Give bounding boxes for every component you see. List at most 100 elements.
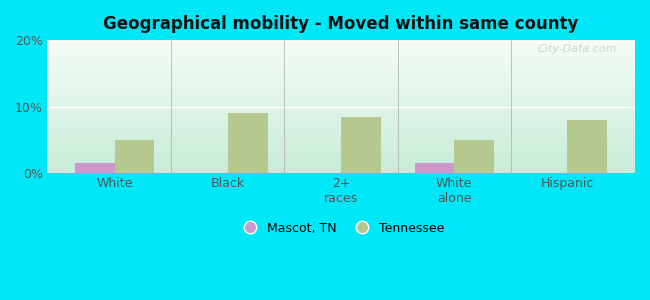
- Bar: [47, 90, 635, 91]
- Bar: [47, 129, 635, 130]
- Bar: [47, 100, 635, 101]
- Bar: [47, 93, 635, 94]
- Bar: [47, 110, 635, 111]
- Bar: [47, 108, 635, 109]
- Bar: [47, 69, 635, 70]
- Bar: [47, 169, 635, 170]
- Bar: [47, 117, 635, 118]
- Bar: [47, 51, 635, 52]
- Bar: [47, 74, 635, 75]
- Bar: [47, 101, 635, 102]
- Bar: [47, 50, 635, 51]
- Bar: [454, 140, 493, 173]
- Bar: [47, 73, 635, 74]
- Title: Geographical mobility - Moved within same county: Geographical mobility - Moved within sam…: [103, 15, 578, 33]
- Bar: [47, 105, 635, 106]
- Bar: [47, 81, 635, 82]
- Bar: [47, 109, 635, 110]
- Bar: [47, 127, 635, 128]
- Bar: [47, 106, 635, 107]
- Bar: [47, 76, 635, 77]
- Bar: [47, 40, 635, 41]
- Bar: [47, 149, 635, 150]
- Bar: [47, 66, 635, 67]
- Bar: [47, 63, 635, 64]
- Bar: [47, 88, 635, 89]
- Bar: [47, 145, 635, 146]
- Bar: [47, 165, 635, 166]
- Bar: [47, 137, 635, 138]
- Bar: [47, 98, 635, 99]
- Bar: [47, 130, 635, 131]
- Bar: [47, 113, 635, 114]
- Bar: [47, 68, 635, 69]
- Bar: [47, 132, 635, 133]
- Bar: [47, 67, 635, 68]
- Bar: [47, 97, 635, 98]
- Bar: [47, 119, 635, 120]
- Bar: [47, 75, 635, 76]
- Bar: [47, 84, 635, 85]
- Bar: [47, 91, 635, 92]
- Bar: [47, 58, 635, 59]
- Bar: [47, 148, 635, 149]
- Bar: [47, 125, 635, 126]
- Bar: [47, 133, 635, 134]
- Bar: [47, 171, 635, 172]
- Bar: [47, 147, 635, 148]
- Bar: [47, 79, 635, 80]
- Bar: [47, 85, 635, 86]
- Legend: Mascot, TN, Tennessee: Mascot, TN, Tennessee: [232, 217, 450, 239]
- Bar: [47, 146, 635, 147]
- Bar: [47, 49, 635, 50]
- Text: City-Data.com: City-Data.com: [538, 44, 618, 54]
- Bar: [47, 47, 635, 48]
- Bar: [47, 52, 635, 53]
- Bar: [47, 114, 635, 115]
- Bar: [47, 118, 635, 119]
- Bar: [47, 65, 635, 66]
- Bar: [47, 99, 635, 100]
- Bar: [47, 102, 635, 103]
- Bar: [47, 83, 635, 84]
- Bar: [47, 77, 635, 78]
- Bar: [47, 48, 635, 49]
- Bar: [47, 80, 635, 81]
- Bar: [47, 141, 635, 142]
- Bar: [47, 120, 635, 121]
- Bar: [47, 152, 635, 153]
- Bar: [47, 151, 635, 152]
- Bar: [415, 163, 454, 173]
- Bar: [47, 107, 635, 108]
- Bar: [47, 115, 635, 116]
- Bar: [47, 103, 635, 104]
- Bar: [47, 112, 635, 113]
- Bar: [47, 95, 635, 96]
- Bar: [47, 168, 635, 169]
- Bar: [47, 162, 635, 163]
- Bar: [47, 160, 635, 161]
- Bar: [47, 111, 635, 112]
- Bar: [47, 42, 635, 43]
- Bar: [47, 45, 635, 46]
- Bar: [47, 172, 635, 173]
- Bar: [47, 121, 635, 122]
- Bar: [115, 140, 155, 173]
- Bar: [47, 94, 635, 95]
- Bar: [47, 156, 635, 157]
- Bar: [47, 128, 635, 129]
- Bar: [47, 157, 635, 158]
- Bar: [567, 120, 606, 173]
- Bar: [47, 89, 635, 90]
- Bar: [47, 44, 635, 45]
- Bar: [47, 61, 635, 62]
- Bar: [47, 155, 635, 156]
- Bar: [47, 150, 635, 151]
- Bar: [47, 143, 635, 144]
- Bar: [47, 138, 635, 139]
- Bar: [47, 154, 635, 155]
- Bar: [47, 104, 635, 105]
- Bar: [47, 131, 635, 132]
- Bar: [47, 53, 635, 54]
- Bar: [47, 54, 635, 55]
